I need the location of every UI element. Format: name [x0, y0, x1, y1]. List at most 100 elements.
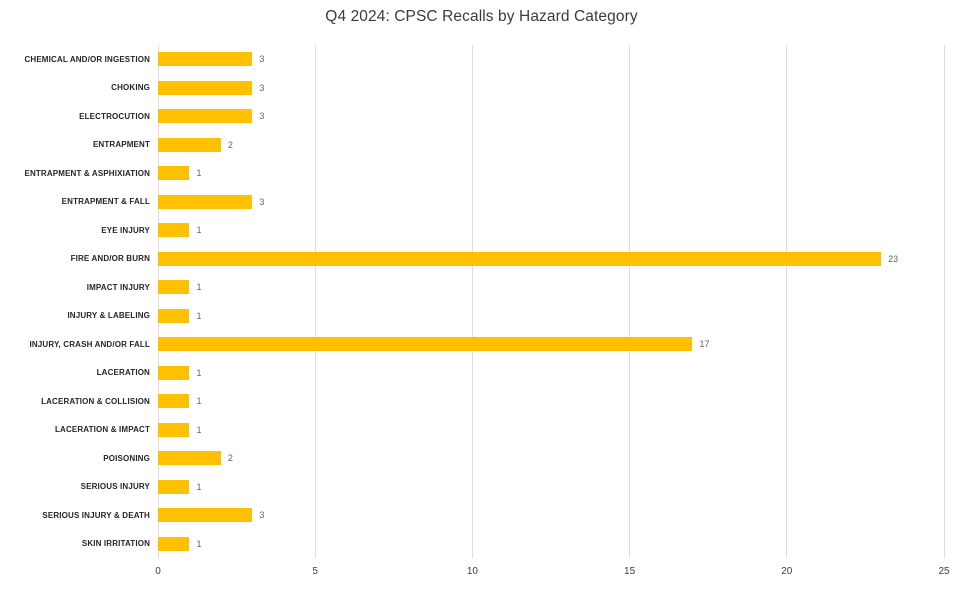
gridline [471, 45, 473, 558]
bar [158, 536, 190, 551]
category-label: CHEMICAL AND/OR INGESTION [24, 54, 150, 64]
bar-track: 1 [158, 530, 944, 559]
value-label: 3 [259, 196, 265, 207]
value-label: 3 [259, 54, 265, 65]
chart-row: ELECTROCUTION 3 [0, 102, 944, 131]
bar [158, 308, 190, 323]
category-label: EYE INJURY [101, 225, 150, 235]
bar-track: 3 [158, 501, 944, 530]
category-label: INJURY, CRASH AND/OR FALL [29, 339, 150, 349]
value-label: 1 [196, 310, 202, 321]
chart-title: Q4 2024: CPSC Recalls by Hazard Category [325, 8, 638, 25]
bar-track: 1 [158, 387, 944, 416]
bar [158, 109, 253, 124]
chart-row: ENTRAPMENT 2 [0, 131, 944, 160]
chart-row: EYE INJURY 1 [0, 216, 944, 245]
chart-row: FIRE AND/OR BURN 23 [0, 245, 944, 274]
category-label: ENTRAPMENT [92, 140, 150, 150]
plot-area [157, 45, 945, 558]
category-label: ELECTROCUTION [79, 111, 150, 121]
bar [158, 365, 190, 380]
bar [158, 422, 190, 437]
bar [158, 52, 253, 67]
x-tick-label: 10 [466, 566, 478, 577]
category-label: SKIN IRRITATION [81, 539, 150, 549]
category-label: CHOKING [111, 83, 150, 93]
value-label: 1 [196, 538, 202, 549]
category-label: INJURY & LABELING [67, 311, 150, 321]
bar-track: 1 [158, 216, 944, 245]
bar [158, 479, 190, 494]
x-tick-label: 5 [312, 566, 318, 577]
bar-track: 3 [158, 102, 944, 131]
value-label: 3 [259, 82, 265, 93]
value-label: 1 [196, 282, 202, 293]
category-label: LACERATION & IMPACT [55, 425, 150, 435]
bar-track: 1 [158, 359, 944, 388]
category-label: ENTRAPMENT & ASPHIXIATION [24, 168, 150, 178]
y-axis-line [157, 45, 159, 558]
chart-row: INJURY, CRASH AND/OR FALL 17 [0, 330, 944, 359]
bar-track: 1 [158, 273, 944, 302]
bar-track: 3 [158, 74, 944, 103]
chart-row: CHOKING 3 [0, 74, 944, 103]
bar [158, 194, 253, 209]
bar [158, 166, 190, 181]
chart-row: LACERATION & IMPACT 1 [0, 416, 944, 445]
value-label: 1 [196, 396, 202, 407]
chart-row: ENTRAPMENT & FALL 3 [0, 188, 944, 217]
value-label: 3 [259, 510, 265, 521]
x-tick-label: 15 [624, 566, 636, 577]
chart-row: SERIOUS INJURY 1 [0, 473, 944, 502]
bar [158, 337, 693, 352]
x-tick-label: 25 [938, 566, 950, 577]
category-label: POISONING [103, 453, 150, 463]
chart-row: LACERATION & COLLISION 1 [0, 387, 944, 416]
bar-track: 17 [158, 330, 944, 359]
value-label: 1 [196, 367, 202, 378]
bar-rows: CHEMICAL AND/OR INGESTION 3 CHOKING 3 EL… [0, 45, 944, 558]
value-label: 1 [196, 168, 202, 179]
category-label: SERIOUS INJURY [80, 482, 150, 492]
bar-track: 1 [158, 302, 944, 331]
bar-track: 23 [158, 245, 944, 274]
bar-track: 3 [158, 188, 944, 217]
category-label: FIRE AND/OR BURN [70, 254, 150, 264]
chart-row: SKIN IRRITATION 1 [0, 530, 944, 559]
bar [158, 251, 882, 266]
bar [158, 137, 221, 152]
bar [158, 508, 253, 523]
bar [158, 223, 190, 238]
gridline [314, 45, 316, 558]
gridline [629, 45, 631, 558]
value-label: 1 [196, 424, 202, 435]
category-label: SERIOUS INJURY & DEATH [42, 510, 150, 520]
bar [158, 280, 190, 295]
chart-row: ENTRAPMENT & ASPHIXIATION 1 [0, 159, 944, 188]
gridline [943, 45, 945, 558]
bar-track: 3 [158, 45, 944, 74]
bar-track: 1 [158, 159, 944, 188]
value-label: 1 [196, 481, 202, 492]
category-label: LACERATION [96, 368, 150, 378]
gridline [786, 45, 788, 558]
chart-row: SERIOUS INJURY & DEATH 3 [0, 501, 944, 530]
chart-row: POISONING 2 [0, 444, 944, 473]
chart-row: IMPACT INJURY 1 [0, 273, 944, 302]
value-label: 17 [699, 339, 710, 350]
bar [158, 394, 190, 409]
bar-track: 2 [158, 131, 944, 160]
chart-row: CHEMICAL AND/OR INGESTION 3 [0, 45, 944, 74]
value-label: 23 [888, 253, 899, 264]
bar-track: 2 [158, 444, 944, 473]
x-tick-label: 20 [781, 566, 793, 577]
chart-row: INJURY & LABELING 1 [0, 302, 944, 331]
bar-track: 1 [158, 416, 944, 445]
value-label: 2 [227, 453, 233, 464]
bar [158, 451, 221, 466]
value-label: 3 [259, 111, 265, 122]
x-axis: 0 5 10 15 20 25 [155, 564, 949, 582]
category-label: ENTRAPMENT & FALL [61, 197, 150, 207]
value-label: 1 [196, 225, 202, 236]
